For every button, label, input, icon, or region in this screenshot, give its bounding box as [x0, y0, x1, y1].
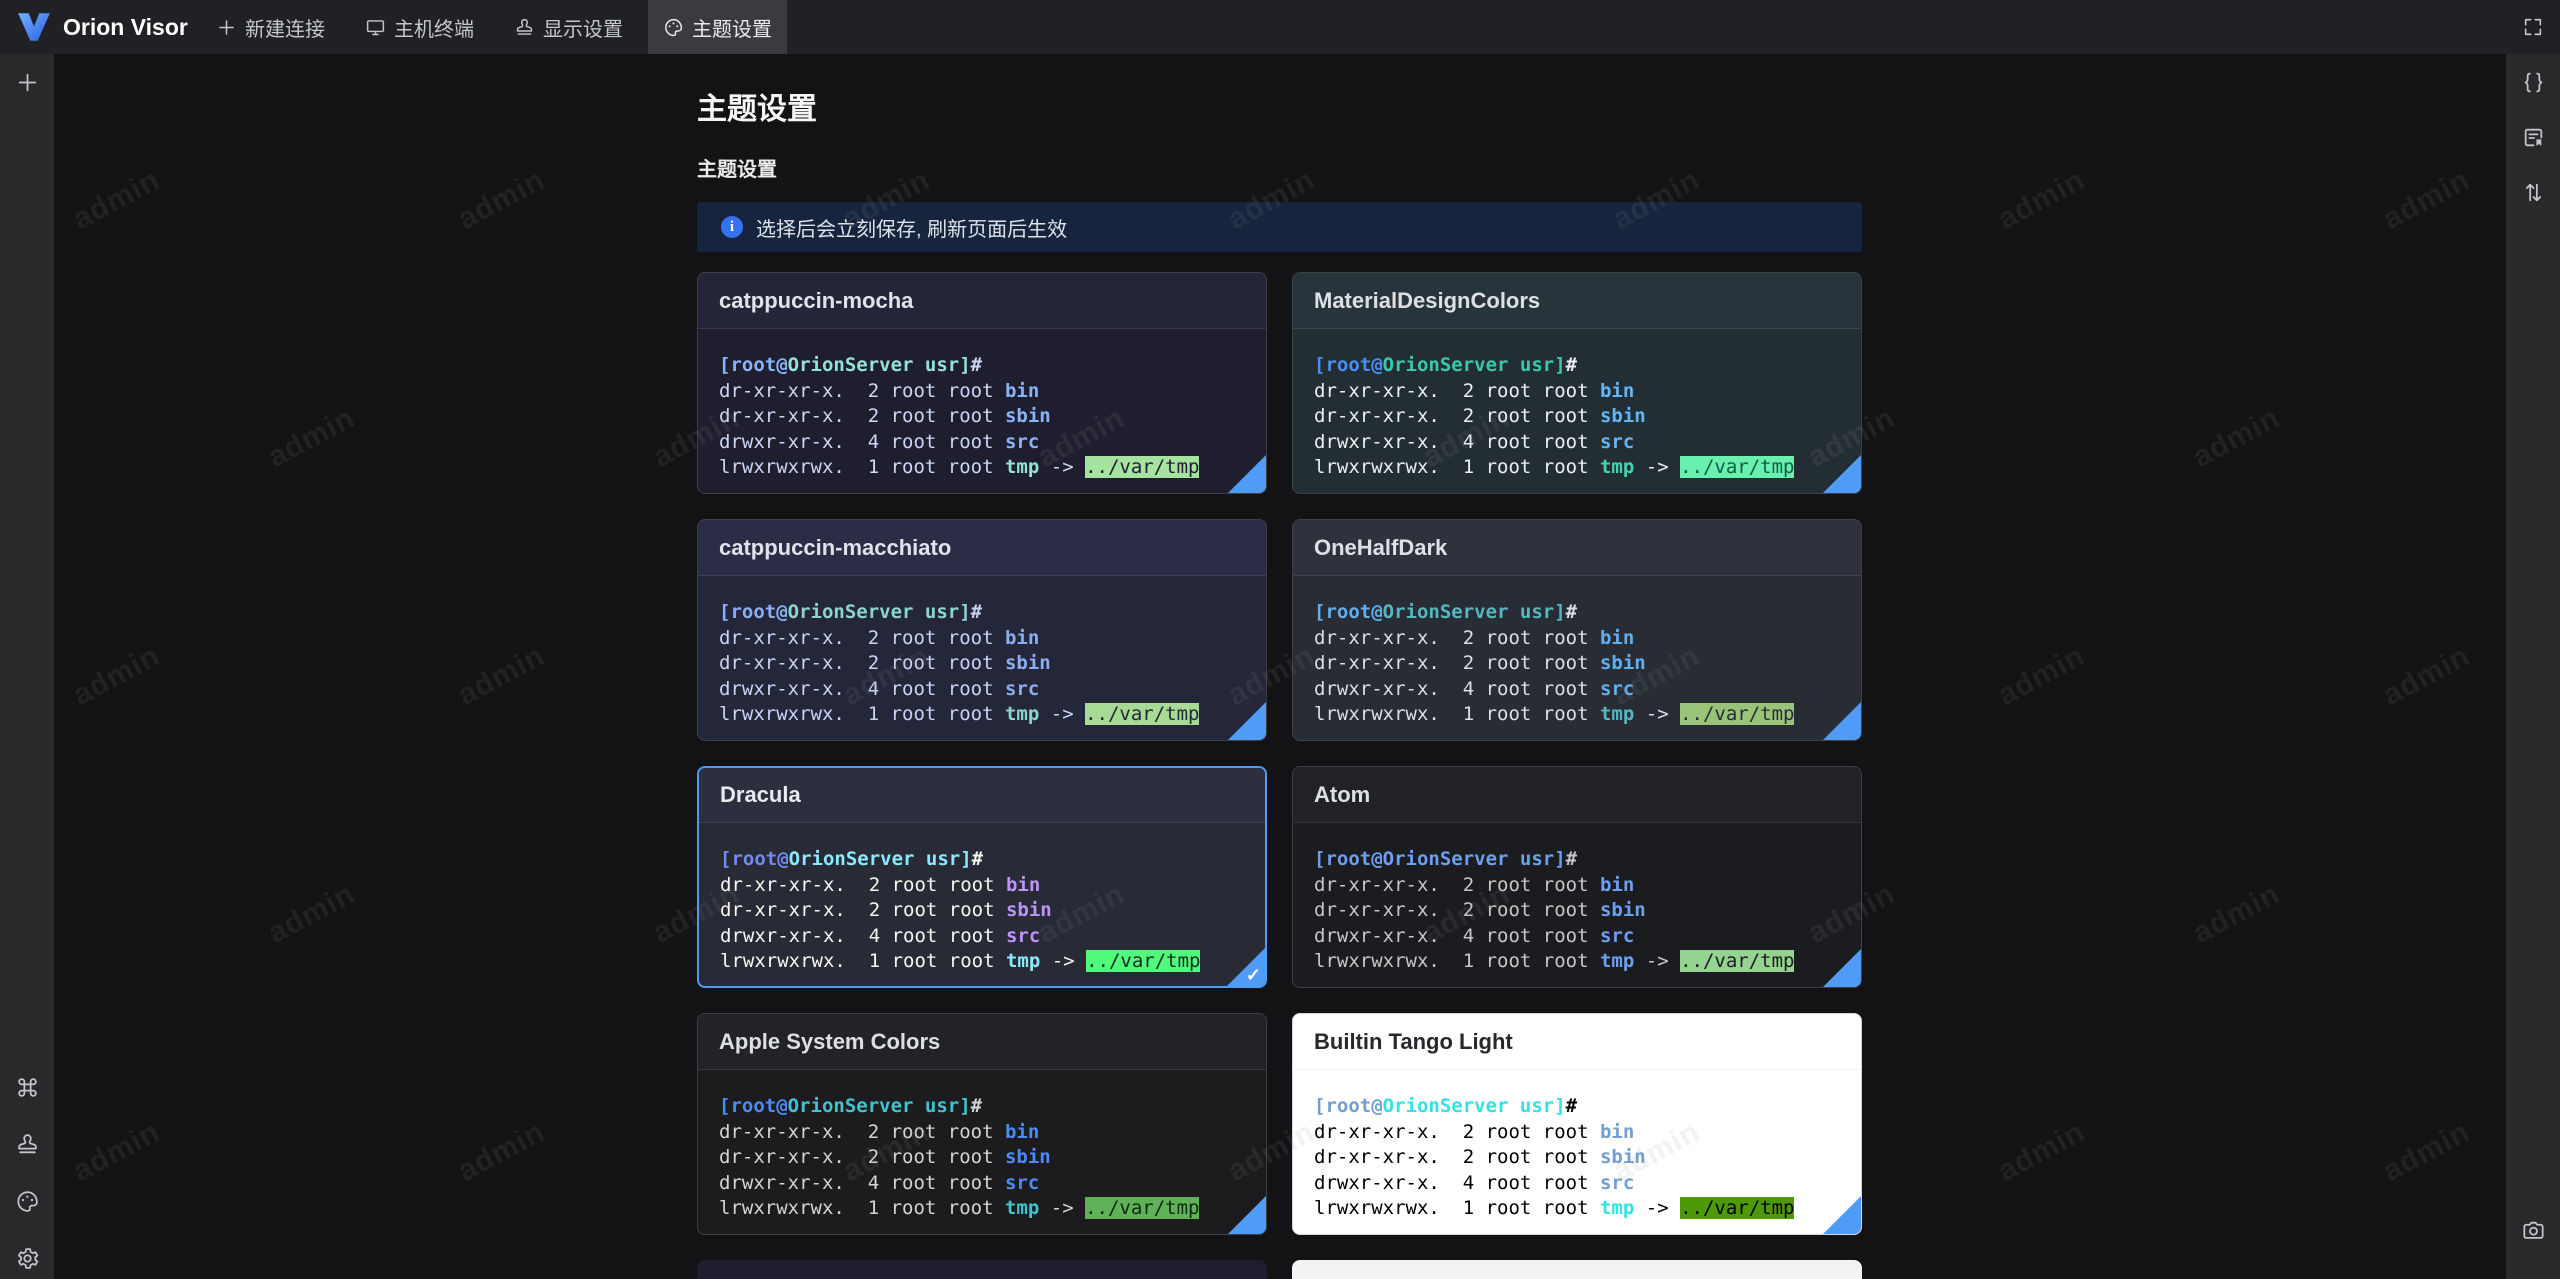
- app-title: Orion Visor: [63, 13, 188, 40]
- check-icon: [1857, 985, 1861, 987]
- page-title: 主题设置: [697, 93, 817, 126]
- palette-button[interactable]: [11, 1185, 43, 1217]
- theme-name: Builtin Tango Light: [1314, 1028, 1513, 1054]
- terminal-preview: [root@OrionServer usr]# dr-xr-xr-x. 2 roo…: [1314, 354, 1795, 478]
- check-icon: [1857, 1232, 1861, 1234]
- sort-button[interactable]: [2517, 176, 2549, 208]
- plus-icon: [216, 17, 237, 38]
- camera-icon: [2521, 1218, 2546, 1243]
- theme-name: Dracula: [720, 782, 801, 807]
- terminal-preview: [root@OrionServer usr]# dr-xr-xr-x. 2 roo…: [719, 1095, 1200, 1219]
- tab-new-connection[interactable]: 新建连接: [201, 0, 340, 54]
- theme-card-header: Apple System Colors: [698, 1014, 1266, 1070]
- info-alert-text: 选择后会立刻保存, 刷新页面后生效: [756, 218, 1068, 241]
- theme-card-header: Builtin Tango Light: [1293, 1014, 1861, 1070]
- check-icon: [1857, 738, 1861, 740]
- theme-card-header: OneHalfDark: [1293, 520, 1861, 576]
- theme-card-partial[interactable]: [697, 1260, 1267, 1279]
- tab-label: 新建连接: [245, 18, 325, 41]
- theme-card-onehalfdark[interactable]: OneHalfDark [root@OrionServer usr]# dr-xr…: [1292, 519, 1862, 741]
- theme-card-header: catppuccin-mocha: [698, 273, 1266, 329]
- left-sidebar: [0, 54, 54, 1279]
- check-icon: ✓: [1245, 965, 1261, 985]
- right-sidebar: [2506, 54, 2560, 1279]
- plus-icon: [15, 70, 40, 95]
- settings-container: 主题设置 主题设置 i 选择后会立刻保存, 刷新页面后生效 catppuccin…: [697, 92, 1862, 1279]
- stamp-icon: [15, 1132, 40, 1157]
- braces-icon: [2521, 70, 2546, 95]
- theme-name: Atom: [1314, 781, 1371, 807]
- braces-button[interactable]: [2517, 66, 2549, 98]
- camera-button[interactable]: [2517, 1214, 2549, 1246]
- app-logo[interactable]: Orion Visor: [0, 11, 196, 43]
- tab-label: 显示设置: [543, 18, 623, 41]
- terminal-preview: [root@OrionServer usr]# dr-xr-xr-x. 2 roo…: [720, 848, 1201, 972]
- theme-card-materialdesigncolors[interactable]: MaterialDesignColors [root@OrionServer u…: [1292, 272, 1862, 494]
- command-icon: [15, 1075, 40, 1100]
- main-content: 主题设置 主题设置 i 选择后会立刻保存, 刷新页面后生效 catppuccin…: [54, 54, 2506, 1279]
- terminal-preview: [root@OrionServer usr]# dr-xr-xr-x. 2 roo…: [1314, 601, 1795, 725]
- tab-theme-settings[interactable]: 主题设置: [648, 0, 787, 54]
- theme-name: Apple System Colors: [719, 1028, 941, 1054]
- tab-label: 主题设置: [692, 18, 772, 41]
- stamp-button[interactable]: [11, 1128, 43, 1160]
- terminal-preview: [root@OrionServer usr]# dr-xr-xr-x. 2 roo…: [1314, 848, 1795, 972]
- theme-name: catppuccin-mocha: [719, 287, 914, 313]
- terminal-preview: [root@OrionServer usr]# dr-xr-xr-x. 2 roo…: [719, 354, 1200, 478]
- command-button[interactable]: [11, 1071, 43, 1103]
- theme-card-header: catppuccin-macchiato: [698, 520, 1266, 576]
- orion-visor-logo-icon: [18, 13, 50, 41]
- monitor-icon: [365, 17, 386, 38]
- theme-card-builtin-tango-light[interactable]: Builtin Tango Light [root@OrionServer us…: [1292, 1013, 1862, 1235]
- sort-icon: [2521, 180, 2546, 205]
- gear-icon: [15, 1246, 40, 1271]
- info-icon: i: [721, 216, 743, 238]
- theme-name: OneHalfDark: [1314, 534, 1448, 560]
- palette-icon: [15, 1189, 40, 1214]
- theme-name: catppuccin-macchiato: [719, 534, 952, 560]
- fullscreen-button[interactable]: [2506, 0, 2560, 54]
- tab-host-terminal[interactable]: 主机终端: [350, 0, 489, 54]
- theme-card-catppuccin-macchiato[interactable]: catppuccin-macchiato [root@OrionServer u…: [697, 519, 1267, 741]
- terminal-preview: [root@OrionServer usr]# dr-xr-xr-x. 2 roo…: [719, 601, 1200, 725]
- section-title: 主题设置: [697, 159, 777, 181]
- theme-card-partial[interactable]: [1292, 1260, 1862, 1279]
- theme-grid: catppuccin-mocha [root@OrionServer usr]#…: [697, 272, 1862, 1279]
- topbar: Orion Visor 新建连接 主机终端 显示设置 主题设置: [0, 0, 2560, 54]
- check-icon: [1262, 738, 1266, 740]
- theme-name: MaterialDesignColors: [1314, 287, 1541, 313]
- gear-button[interactable]: [11, 1242, 43, 1274]
- theme-card-dracula[interactable]: Dracula [root@OrionServer usr]# dr-xr-xr-…: [697, 766, 1267, 988]
- theme-card-atom[interactable]: Atom [root@OrionServer usr]# dr-xr-xr-x. …: [1292, 766, 1862, 988]
- plus-button[interactable]: [11, 66, 43, 98]
- check-icon: [1262, 1232, 1266, 1234]
- palette-icon: [663, 17, 684, 38]
- info-alert: i 选择后会立刻保存, 刷新页面后生效: [697, 202, 1862, 252]
- topbar-tabs: 新建连接 主机终端 显示设置 主题设置: [196, 0, 792, 54]
- theme-card-header: MaterialDesignColors: [1293, 273, 1861, 329]
- stamp-icon: [514, 17, 535, 38]
- form-button[interactable]: [2517, 121, 2549, 153]
- fullscreen-icon: [2522, 16, 2544, 38]
- tab-display-settings[interactable]: 显示设置: [499, 0, 638, 54]
- form-icon: [2521, 125, 2546, 150]
- check-icon: [1857, 491, 1861, 493]
- check-icon: [1262, 491, 1266, 493]
- tab-label: 主机终端: [394, 18, 474, 41]
- terminal-preview: [root@OrionServer usr]# dr-xr-xr-x. 2 roo…: [1314, 1095, 1795, 1219]
- theme-card-apple-system-colors[interactable]: Apple System Colors [root@OrionServer us…: [697, 1013, 1267, 1235]
- theme-card-header: Atom: [1293, 767, 1861, 823]
- theme-card-catppuccin-mocha[interactable]: catppuccin-mocha [root@OrionServer usr]#…: [697, 272, 1267, 494]
- theme-card-header: Dracula: [699, 768, 1265, 823]
